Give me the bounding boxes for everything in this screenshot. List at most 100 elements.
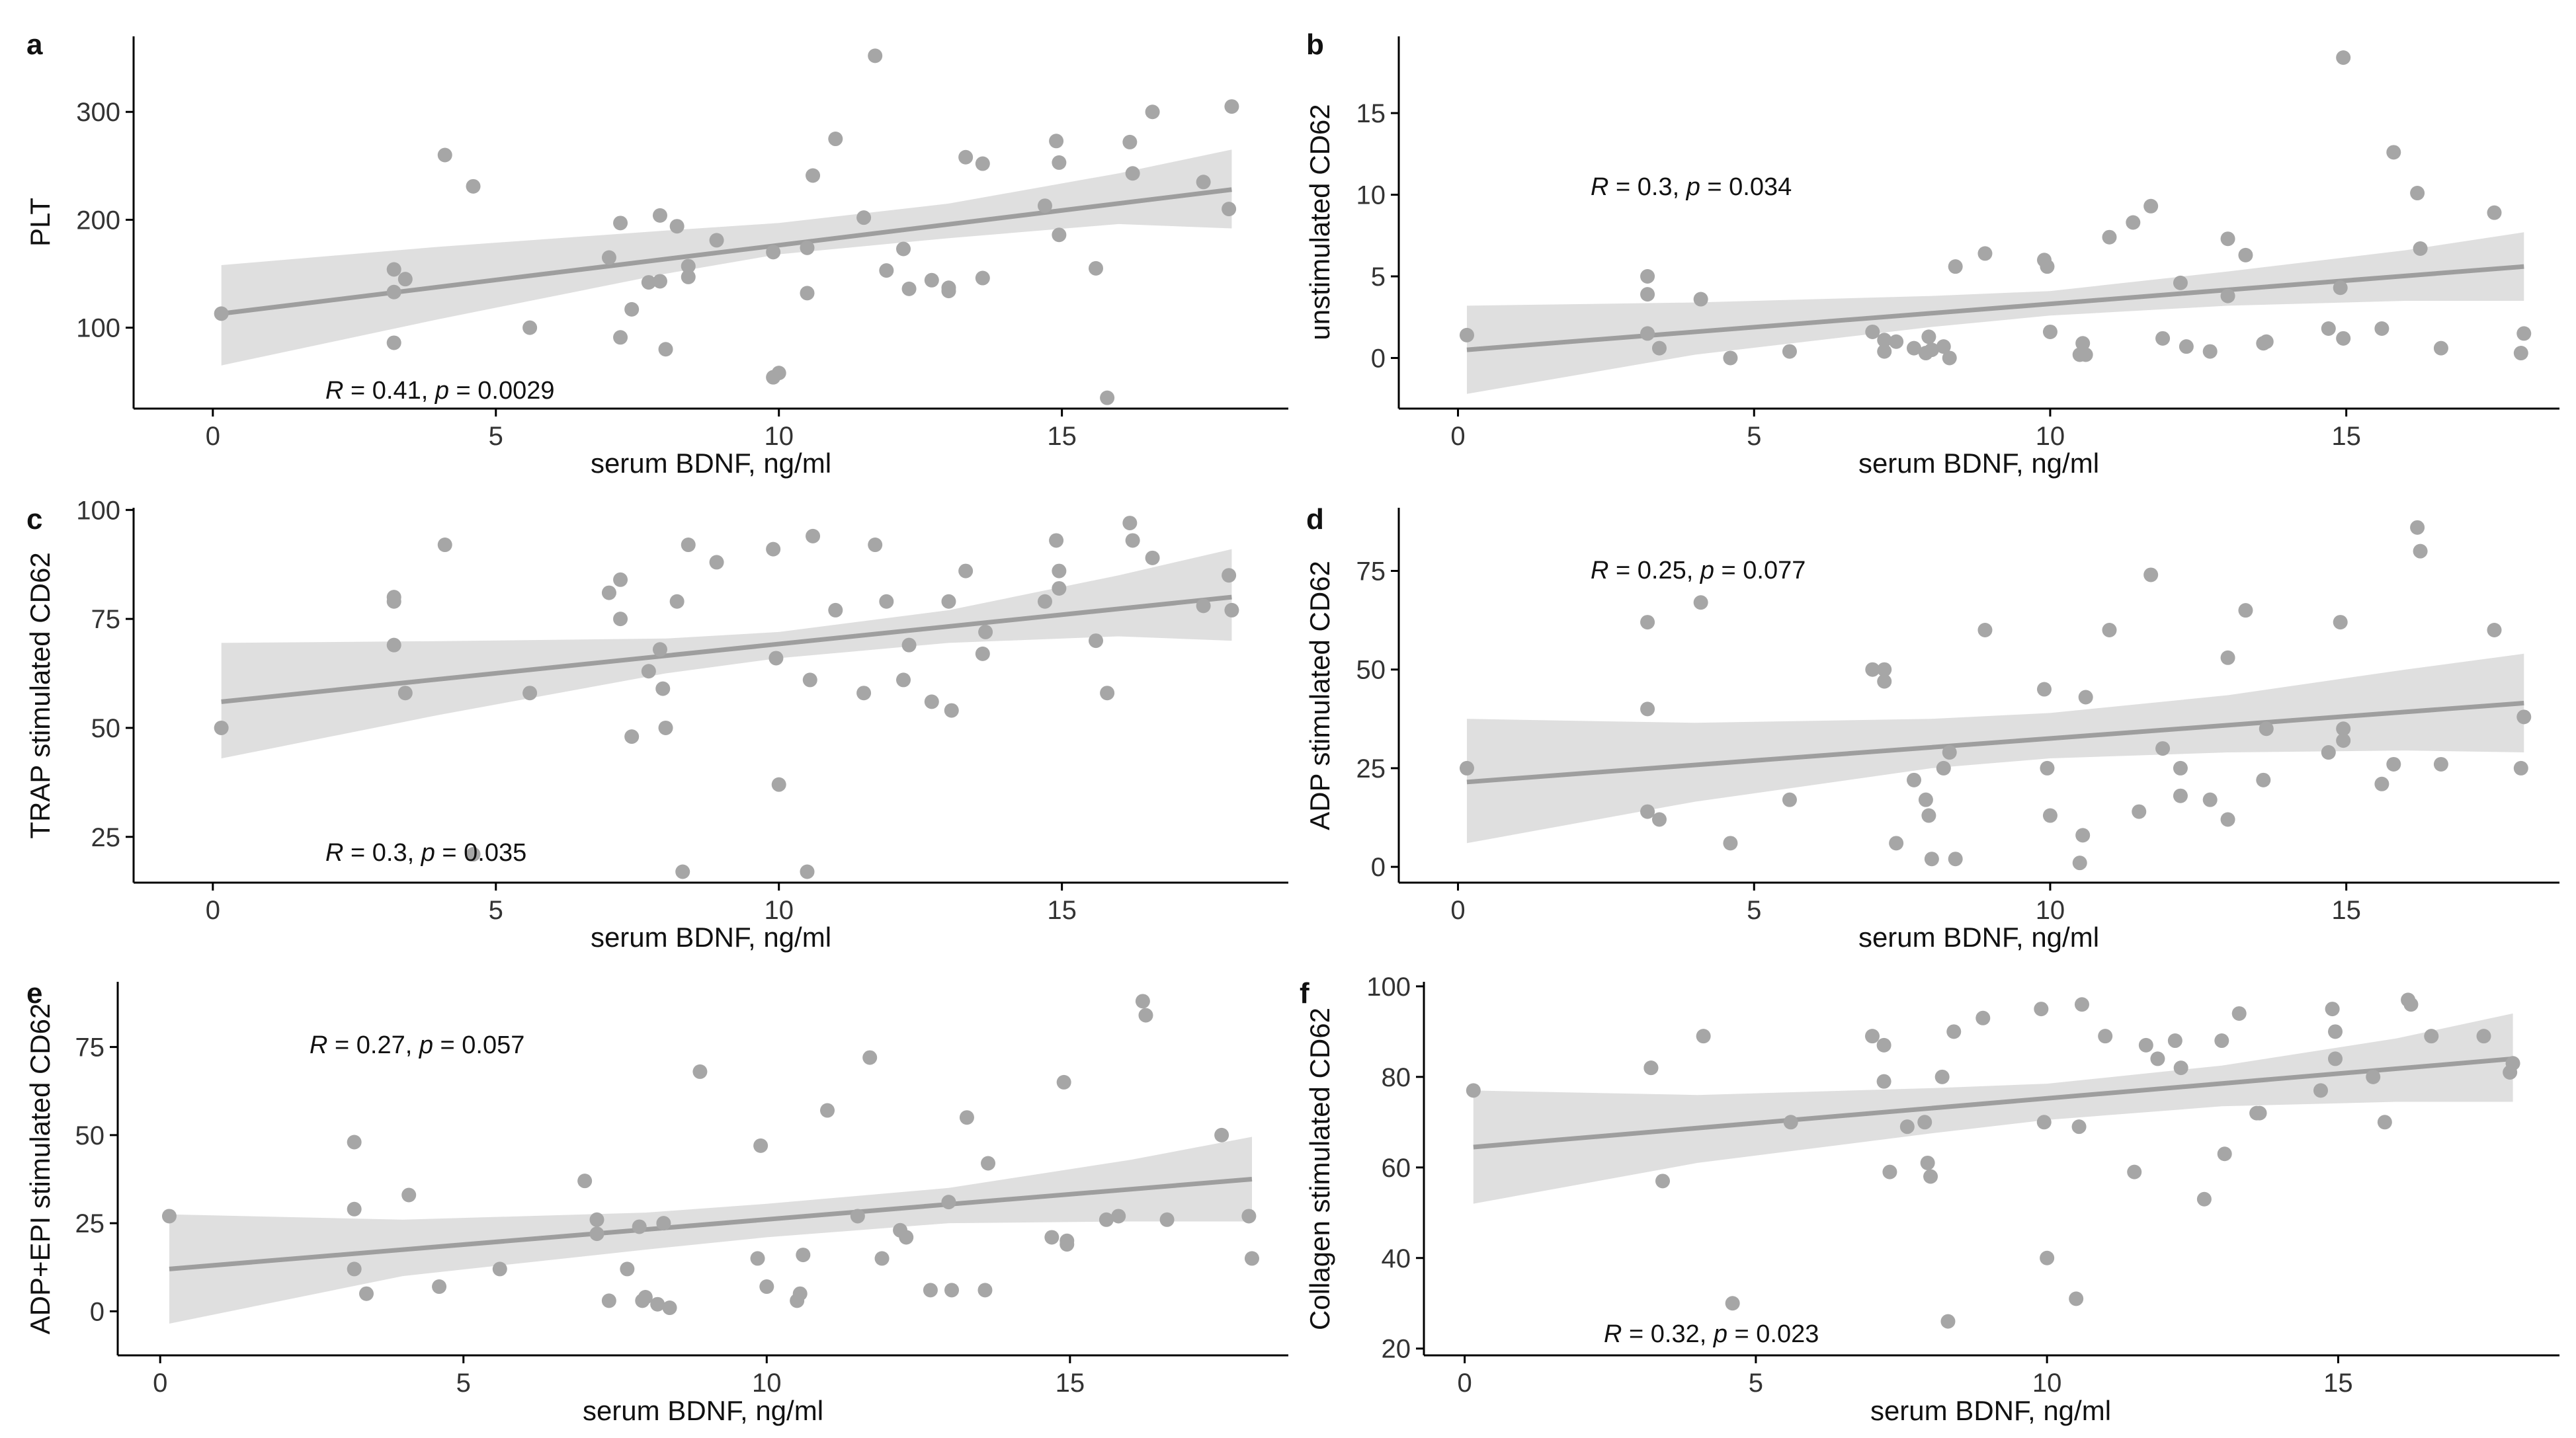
data-point (2386, 756, 2401, 772)
data-point (1640, 326, 1655, 341)
data-point (658, 342, 673, 357)
data-point (862, 1050, 878, 1065)
x-axis-title: serum BDNF, ng/ml (591, 448, 831, 479)
y-tick-label: 10 (1356, 181, 1386, 210)
stat-p-value: = 0.034 (1700, 173, 1792, 201)
data-point (2333, 280, 2348, 296)
data-point (1693, 292, 1708, 307)
data-point (771, 366, 786, 381)
data-point (1059, 1237, 1075, 1252)
data-point (856, 210, 872, 225)
data-point (2424, 1029, 2439, 1044)
data-point (802, 672, 817, 688)
data-point (2220, 231, 2235, 247)
stat-p-value: = 0.077 (1714, 557, 1806, 584)
data-point (2075, 336, 2091, 351)
data-point (1917, 1115, 1932, 1130)
data-point (624, 729, 640, 744)
data-point (613, 330, 628, 345)
data-point (2325, 1002, 2340, 1017)
y-tick-label: 40 (1382, 1244, 1411, 1273)
stat-r-value: = 0.3, (343, 839, 421, 867)
data-point (959, 1110, 974, 1125)
data-point (2069, 1291, 2084, 1306)
data-point (2516, 326, 2532, 341)
stat-r-value: = 0.41, (343, 377, 435, 405)
data-point (2476, 1029, 2491, 1044)
data-point (466, 847, 481, 862)
data-point (2259, 721, 2274, 737)
data-point (1651, 812, 1667, 827)
stat-p-value: = 0.057 (433, 1031, 524, 1059)
stat-r: R (310, 1031, 327, 1059)
regression-line (1473, 1056, 2513, 1150)
x-tick-label: 5 (1747, 896, 1761, 925)
data-point (1241, 1209, 1257, 1224)
data-point (978, 624, 993, 639)
data-point (1145, 104, 1160, 120)
data-point (2321, 745, 2336, 760)
panel-letter-f: f (1300, 977, 1309, 1010)
x-tick-label: 5 (489, 422, 503, 451)
data-point (589, 1212, 604, 1227)
data-point (1725, 1296, 1740, 1311)
y-tick-label: 50 (91, 714, 121, 743)
x-tick-label: 0 (1458, 1369, 1472, 1398)
x-tick-label: 0 (206, 422, 220, 451)
confidence-band (1467, 653, 2524, 844)
data-point (1907, 340, 1922, 356)
data-point (1942, 350, 1957, 366)
data-point (620, 1261, 635, 1277)
y-tick-label: 75 (1356, 557, 1386, 586)
data-point (941, 594, 956, 609)
data-point (1135, 994, 1150, 1009)
data-point (977, 1283, 993, 1298)
data-point (2098, 1029, 2113, 1044)
data-point (1052, 580, 1067, 596)
data-point (214, 306, 229, 321)
x-tick-label: 15 (2331, 896, 2361, 925)
data-point (2410, 186, 2425, 201)
data-point (397, 272, 413, 287)
data-point (681, 269, 696, 284)
data-point (941, 280, 956, 296)
data-point (1222, 202, 1237, 217)
data-point (466, 179, 481, 194)
data-point (1640, 615, 1655, 630)
data-point (800, 864, 815, 879)
data-point (2374, 321, 2389, 337)
data-point (2513, 346, 2528, 361)
data-point (879, 594, 894, 609)
data-point (1640, 701, 1655, 717)
data-point (2487, 205, 2502, 220)
x-tick-label: 10 (2036, 896, 2065, 925)
data-point (652, 274, 667, 289)
data-point (923, 1283, 938, 1298)
data-point (868, 48, 883, 63)
data-point (944, 703, 959, 718)
data-point (2410, 520, 2425, 535)
data-point (2433, 756, 2448, 772)
data-point (1723, 350, 1738, 366)
y-tick-label: 60 (1382, 1154, 1411, 1183)
correlation-label: R = 0.3, p = 0.035 (325, 839, 526, 867)
data-point (1977, 623, 1993, 638)
data-point (820, 1103, 835, 1118)
data-point (1466, 1083, 1481, 1098)
data-point (1865, 662, 1880, 677)
data-point (766, 541, 781, 557)
data-point (792, 1286, 808, 1301)
y-tick-label: 75 (75, 1033, 105, 1062)
data-point (800, 240, 815, 255)
data-point (1877, 674, 1892, 689)
data-point (681, 538, 696, 553)
data-point (1877, 333, 1892, 348)
data-point (1056, 1074, 1071, 1090)
panel-e: e 0 5 10 15 0 25 50 75 serum BDNF, ng/ml ADP+EP… (24, 977, 1288, 1426)
data-point (386, 335, 401, 350)
x-tick-label: 15 (1047, 422, 1077, 451)
data-point (214, 720, 229, 735)
data-point (2214, 1033, 2229, 1049)
data-point (796, 1248, 811, 1263)
panel-letter-d: d (1306, 503, 1324, 536)
